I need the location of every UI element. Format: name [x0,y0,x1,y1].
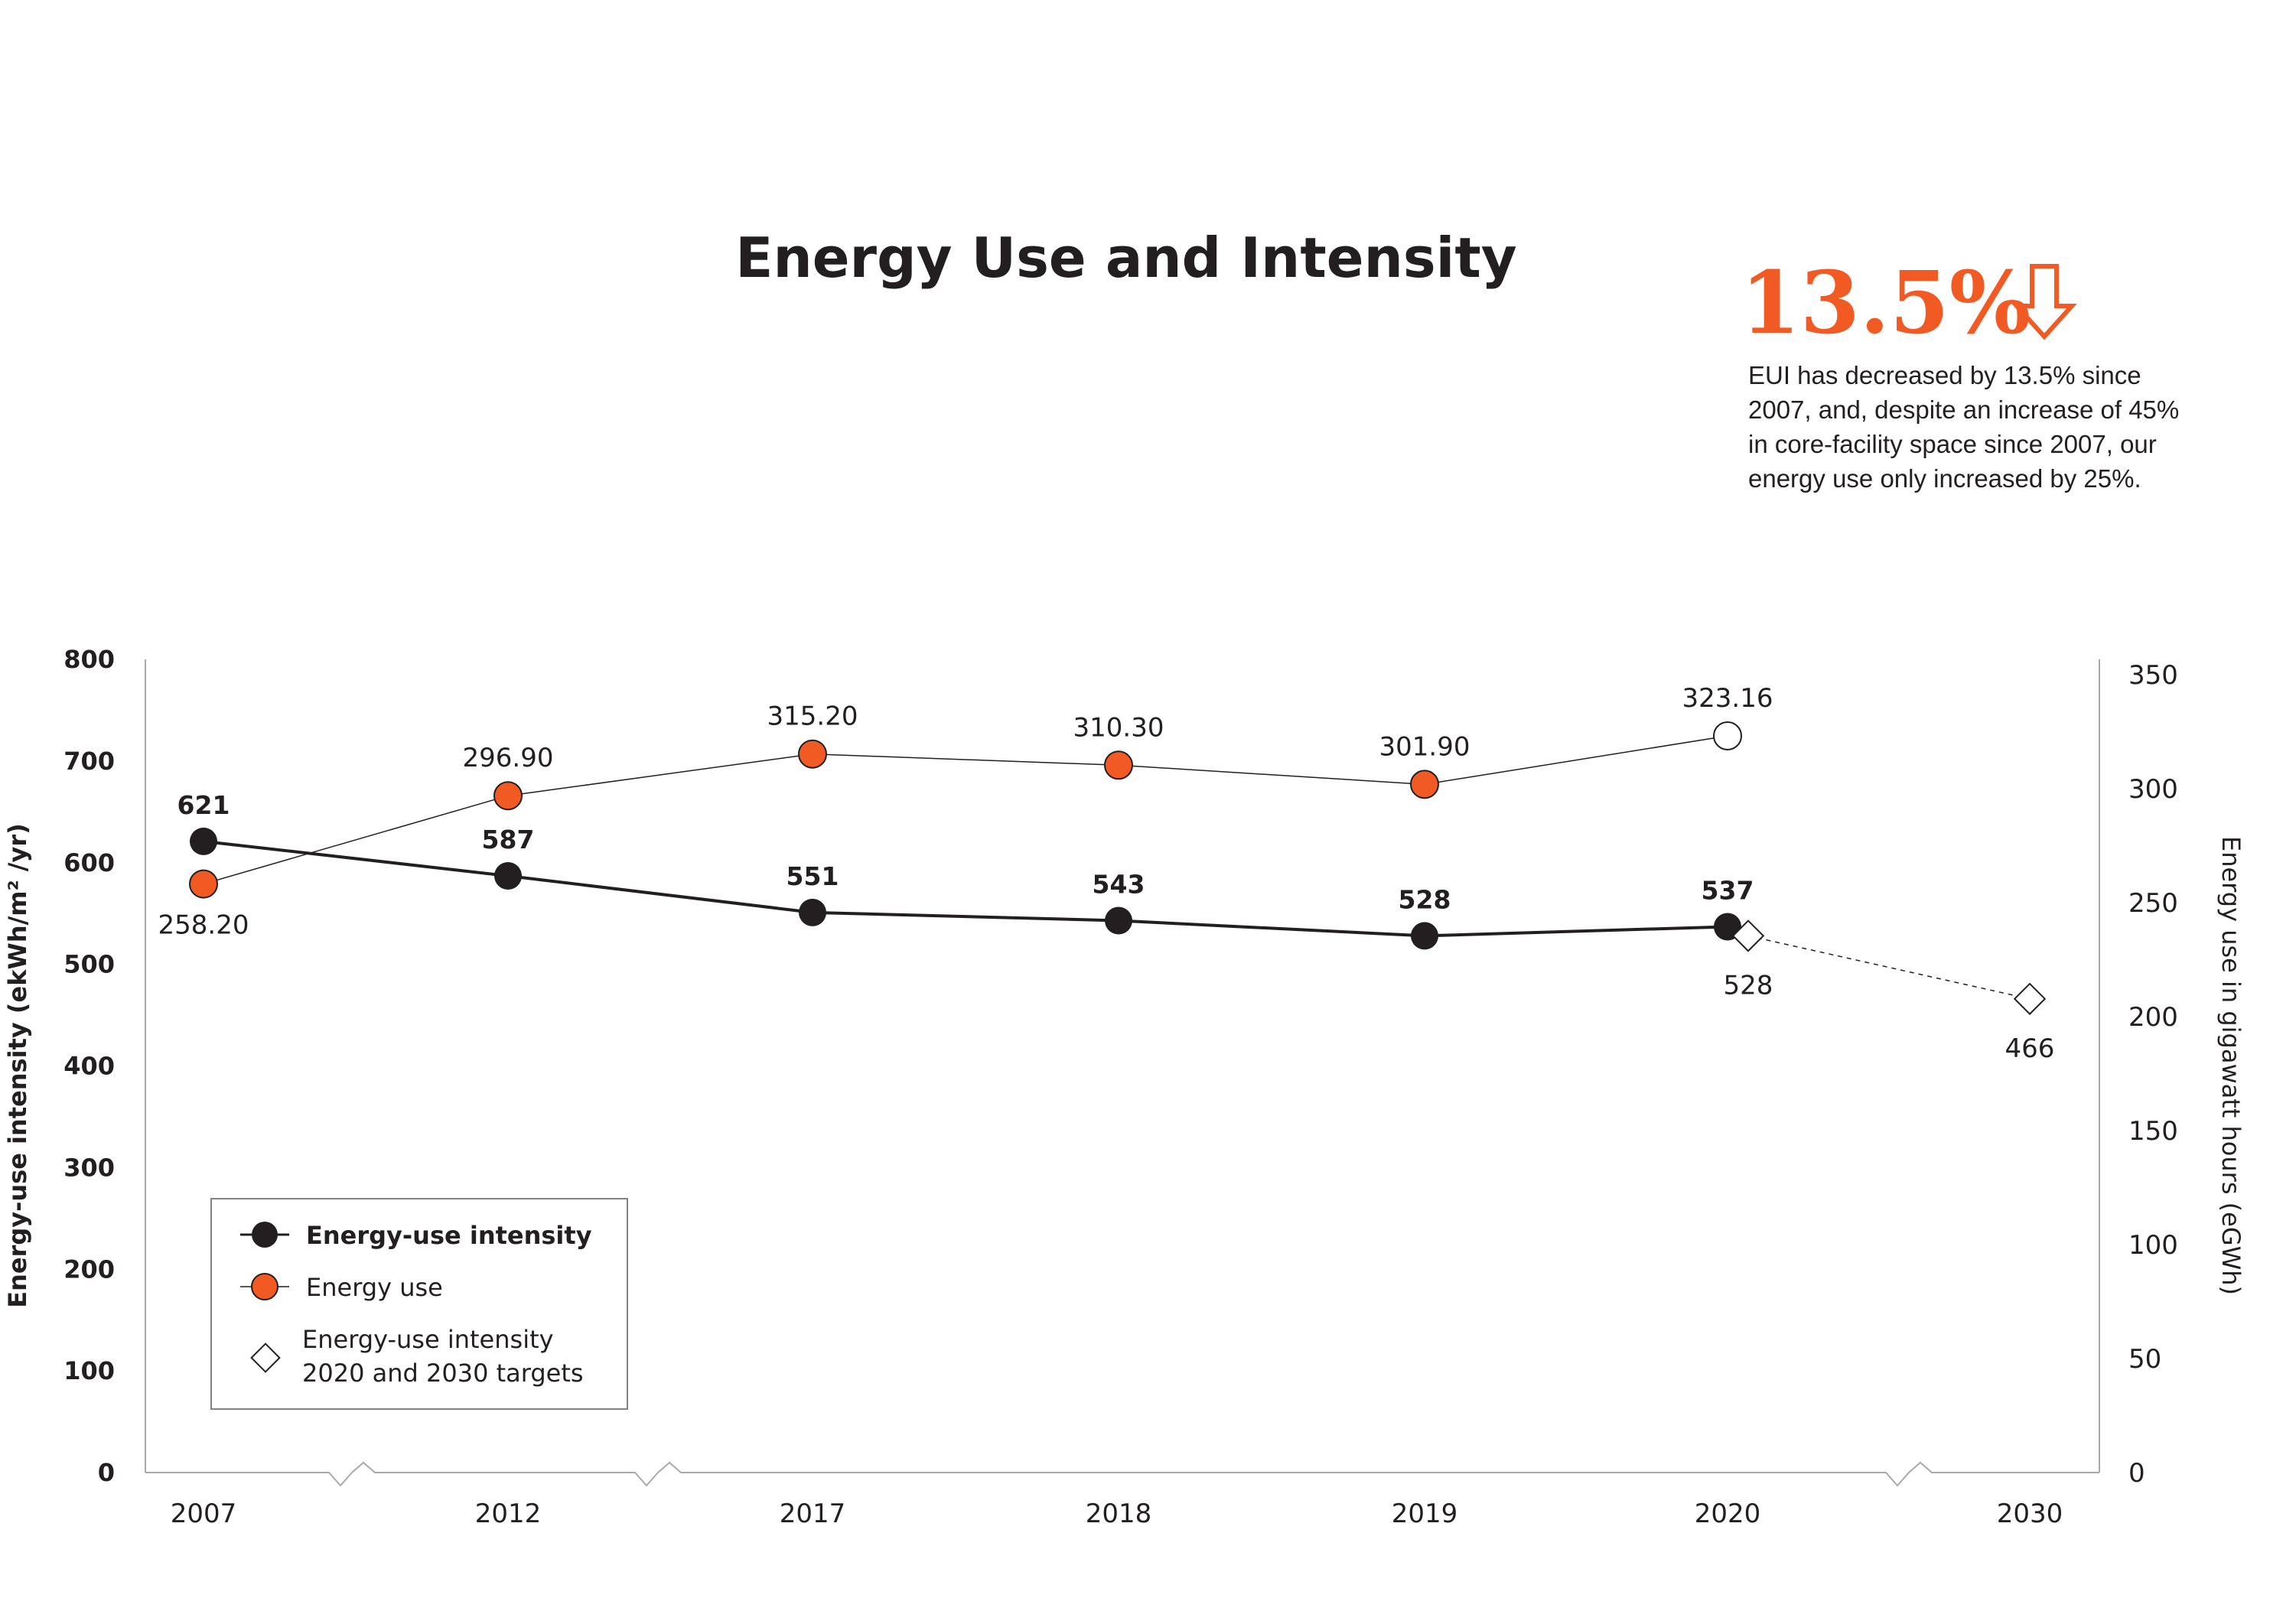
highlight-note-line: EUI has decreased by 13.5% since [1748,361,2141,389]
data-label-energy: 323.16 [1682,683,1773,714]
x-axis [145,1461,2099,1487]
y-left-tick-label: 500 [64,950,115,979]
series-line-energy [203,735,1728,885]
legend-label-energy: Energy use [306,1273,443,1302]
marker-energy [493,781,523,811]
x-tick-label: 2020 [1695,1499,1761,1529]
marker-eui [799,898,826,926]
marker-energy [189,869,218,899]
y-left-tick-label: 800 [64,645,115,674]
x-tick-label: 2017 [780,1499,846,1529]
highlight-note-line: 2007, and, despite an increase of 45% [1748,395,2179,424]
legend-label-target: Energy-use intensity [302,1325,554,1354]
x-tick-label: 2019 [1392,1499,1458,1529]
data-label-eui: 537 [1702,875,1754,905]
y-right-tick-label: 50 [2128,1344,2161,1375]
data-label-target: 528 [1724,970,1773,1001]
data-label-energy: 296.90 [463,743,554,773]
y-right-tick-label: 0 [2128,1458,2145,1489]
chart-title: Energy Use and Intensity [735,226,1516,290]
series-line-eui [203,839,1728,938]
data-label-target: 466 [2005,1033,2055,1064]
legend: Energy-use intensity Energy use Energy-u… [210,1198,628,1410]
legend-item-energy: Energy use [240,1273,443,1302]
y-left-tick-label: 600 [64,848,115,877]
marker-eui [1105,906,1132,935]
highlight-note-line: in core-facility space since 2007, our [1748,430,2157,458]
y-right-tick-label: 200 [2128,1002,2178,1033]
data-label-eui: 543 [1093,869,1145,899]
data-label-eui: 528 [1399,884,1451,914]
x-tick-label: 2012 [475,1499,542,1529]
legend-label-eui: Energy-use intensity [306,1221,592,1250]
y-left-tick-label: 100 [64,1356,115,1385]
marker-target [2013,982,2047,1016]
legend-item-target: Energy-use intensity 2020 and 2030 targe… [250,1325,584,1388]
highlight-note: EUI has decreased by 13.5% since 2007, a… [1748,361,2179,493]
legend-marker-target [250,1342,281,1373]
marker-energy [1410,770,1439,799]
y-right-tick-label: 350 [2128,660,2178,691]
y-left-tick-label: 0 [98,1458,115,1487]
highlight-value: 13.5% [1741,253,2031,353]
series-line-targets [1747,935,2031,1000]
data-label-eui: 587 [482,825,535,854]
highlight-note-line: energy use only increased by 25%. [1748,464,2141,493]
marker-eui [190,827,217,855]
y-right-tick-label: 300 [2128,774,2178,805]
x-tick-label: 2018 [1086,1499,1152,1529]
arrow-down-outline-icon [2011,264,2077,340]
legend-marker-energy [251,1273,278,1300]
marker-eui [1411,922,1438,950]
marker-energy [798,739,827,769]
y-left-tick-label: 300 [64,1153,115,1182]
y-right-tick-label: 150 [2128,1116,2178,1147]
data-label-eui: 551 [787,861,839,891]
data-label-energy: 258.20 [158,910,249,941]
data-label-energy: 315.20 [767,701,858,732]
y-left-tick-label: 400 [64,1052,115,1081]
y-axis-right-label: Energy use in gigawatt hours (eGWh) [2216,836,2246,1295]
marker-energy [1713,721,1742,750]
y-left-tick-label: 200 [64,1255,115,1284]
y-right-tick-label: 250 [2128,888,2178,919]
marker-target [1731,919,1765,952]
data-label-eui: 621 [177,790,230,820]
data-label-energy: 310.30 [1073,712,1164,743]
legend-label-target: 2020 and 2030 targets [302,1359,584,1388]
legend-item-eui: Energy-use intensity [240,1221,592,1250]
y-axis-left-label: Energy-use intensity (ekWh/m² /yr) [3,823,32,1308]
marker-eui [494,862,522,890]
x-tick-label: 2030 [1997,1499,2063,1529]
y-right-tick-label: 100 [2128,1230,2178,1261]
x-tick-label: 2007 [171,1499,237,1529]
y-left-tick-label: 700 [64,747,115,776]
data-label-energy: 301.90 [1379,731,1470,762]
legend-marker-eui [252,1222,278,1248]
marker-energy [1104,750,1133,780]
